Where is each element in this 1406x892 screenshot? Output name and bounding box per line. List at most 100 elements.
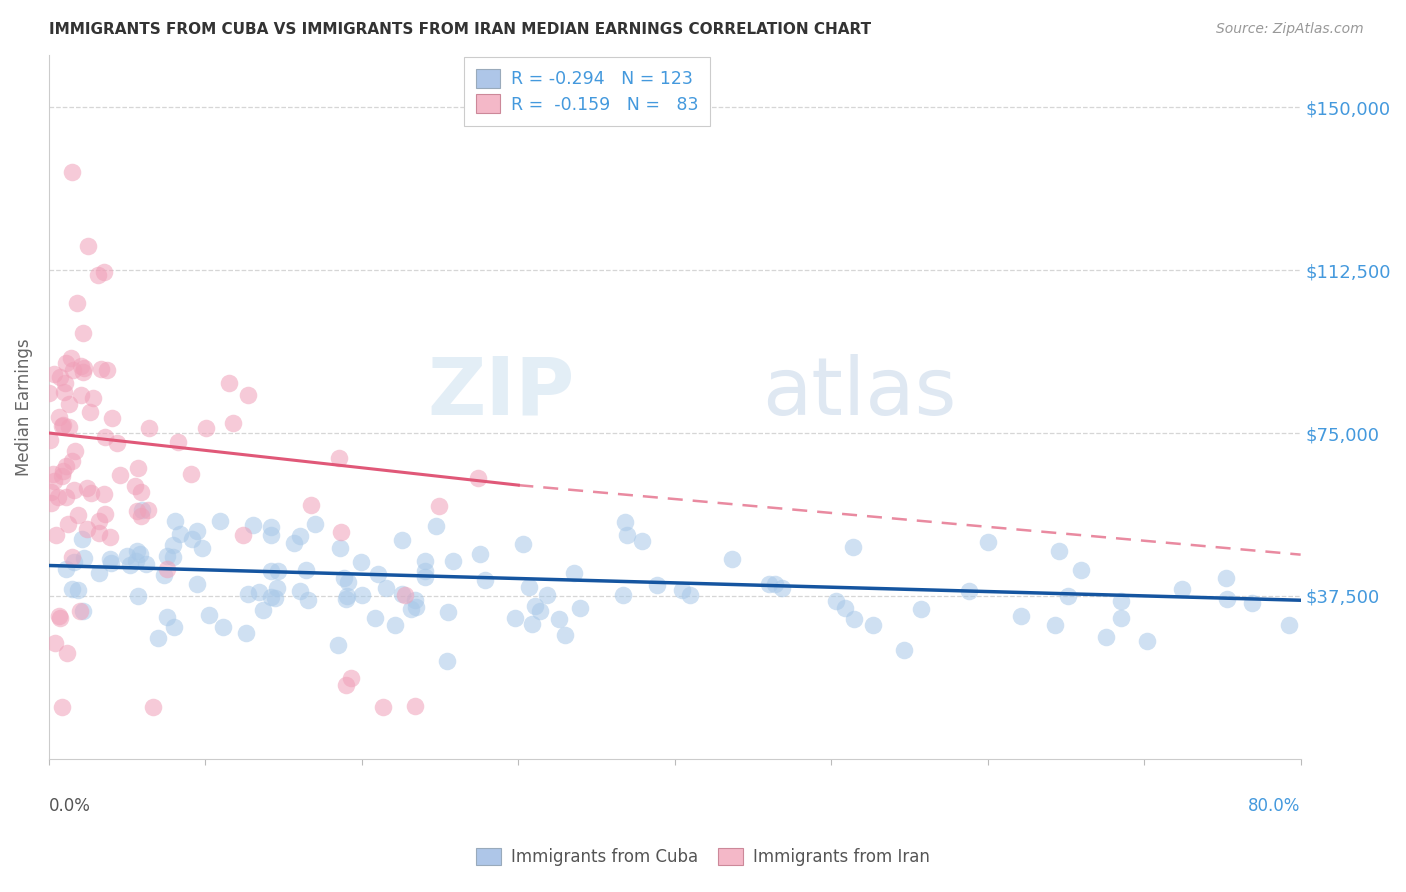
Point <box>260 520 283 534</box>
Point <box>79 405 101 419</box>
Point <box>115 549 138 564</box>
Point <box>328 450 350 465</box>
Point <box>288 529 311 543</box>
Point <box>120 558 142 572</box>
Point <box>222 417 245 431</box>
Point <box>38 386 60 401</box>
Point <box>69 604 91 618</box>
Point <box>862 618 884 632</box>
Point <box>129 509 152 524</box>
Point <box>93 487 115 501</box>
Point <box>55 356 77 370</box>
Point <box>73 360 96 375</box>
Point <box>468 547 491 561</box>
Point <box>80 486 103 500</box>
Point <box>957 583 980 598</box>
Point <box>180 467 202 481</box>
Point <box>297 593 319 607</box>
Point <box>441 554 464 568</box>
Point <box>39 496 62 510</box>
Point <box>260 564 283 578</box>
Point <box>288 583 311 598</box>
Point <box>125 504 148 518</box>
Point <box>763 577 786 591</box>
Point <box>283 536 305 550</box>
Point <box>336 589 359 603</box>
Point <box>335 591 357 606</box>
Point <box>60 453 83 467</box>
Point <box>101 411 124 425</box>
Point <box>58 420 80 434</box>
Point <box>48 370 70 384</box>
Point <box>110 468 132 483</box>
Point <box>93 265 115 279</box>
Point <box>77 239 100 253</box>
Point <box>391 533 413 548</box>
Point <box>825 594 848 608</box>
Point <box>405 600 427 615</box>
Point <box>834 601 856 615</box>
Point <box>304 516 326 531</box>
Point <box>136 503 159 517</box>
Point <box>517 580 540 594</box>
Point <box>72 326 94 340</box>
Point <box>138 421 160 435</box>
Point <box>153 568 176 582</box>
Point <box>332 571 354 585</box>
Point <box>339 671 361 685</box>
Point <box>194 420 217 434</box>
Point <box>375 581 398 595</box>
Point <box>162 550 184 565</box>
Point <box>39 433 62 447</box>
Point <box>427 499 450 513</box>
Point <box>67 582 90 597</box>
Point <box>238 387 260 401</box>
Point <box>401 602 423 616</box>
Point <box>127 589 149 603</box>
Point <box>367 566 389 581</box>
Point <box>467 471 489 485</box>
Point <box>536 589 558 603</box>
Point <box>329 541 352 555</box>
Point <box>522 617 544 632</box>
Point <box>1215 571 1237 585</box>
Point <box>163 620 186 634</box>
Point <box>548 612 571 626</box>
Point <box>96 363 118 377</box>
Point <box>55 490 77 504</box>
Point <box>562 566 585 581</box>
Point <box>66 295 89 310</box>
Point <box>51 469 73 483</box>
Point <box>166 435 188 450</box>
Point <box>208 514 231 528</box>
Point <box>770 581 793 595</box>
Point <box>844 612 866 626</box>
Point <box>76 481 98 495</box>
Point <box>1216 592 1239 607</box>
Point <box>186 577 208 591</box>
Point <box>60 351 83 365</box>
Point <box>893 643 915 657</box>
Point <box>264 591 287 605</box>
Point <box>41 467 63 482</box>
Point <box>53 376 76 390</box>
Point <box>1136 634 1159 648</box>
Text: ZIP: ZIP <box>427 354 575 432</box>
Point <box>242 517 264 532</box>
Point <box>352 588 374 602</box>
Point <box>1010 609 1032 624</box>
Point <box>73 551 96 566</box>
Point <box>404 698 426 713</box>
Point <box>48 609 70 624</box>
Point <box>295 563 318 577</box>
Point <box>98 552 121 566</box>
Point <box>474 573 496 587</box>
Point <box>232 528 254 542</box>
Point <box>63 555 86 569</box>
Point <box>165 514 187 528</box>
Point <box>90 362 112 376</box>
Text: 0.0%: 0.0% <box>49 797 91 815</box>
Point <box>48 610 70 624</box>
Point <box>260 590 283 604</box>
Legend: R = -0.294   N = 123, R =  -0.159   N =   83: R = -0.294 N = 123, R = -0.159 N = 83 <box>464 57 710 126</box>
